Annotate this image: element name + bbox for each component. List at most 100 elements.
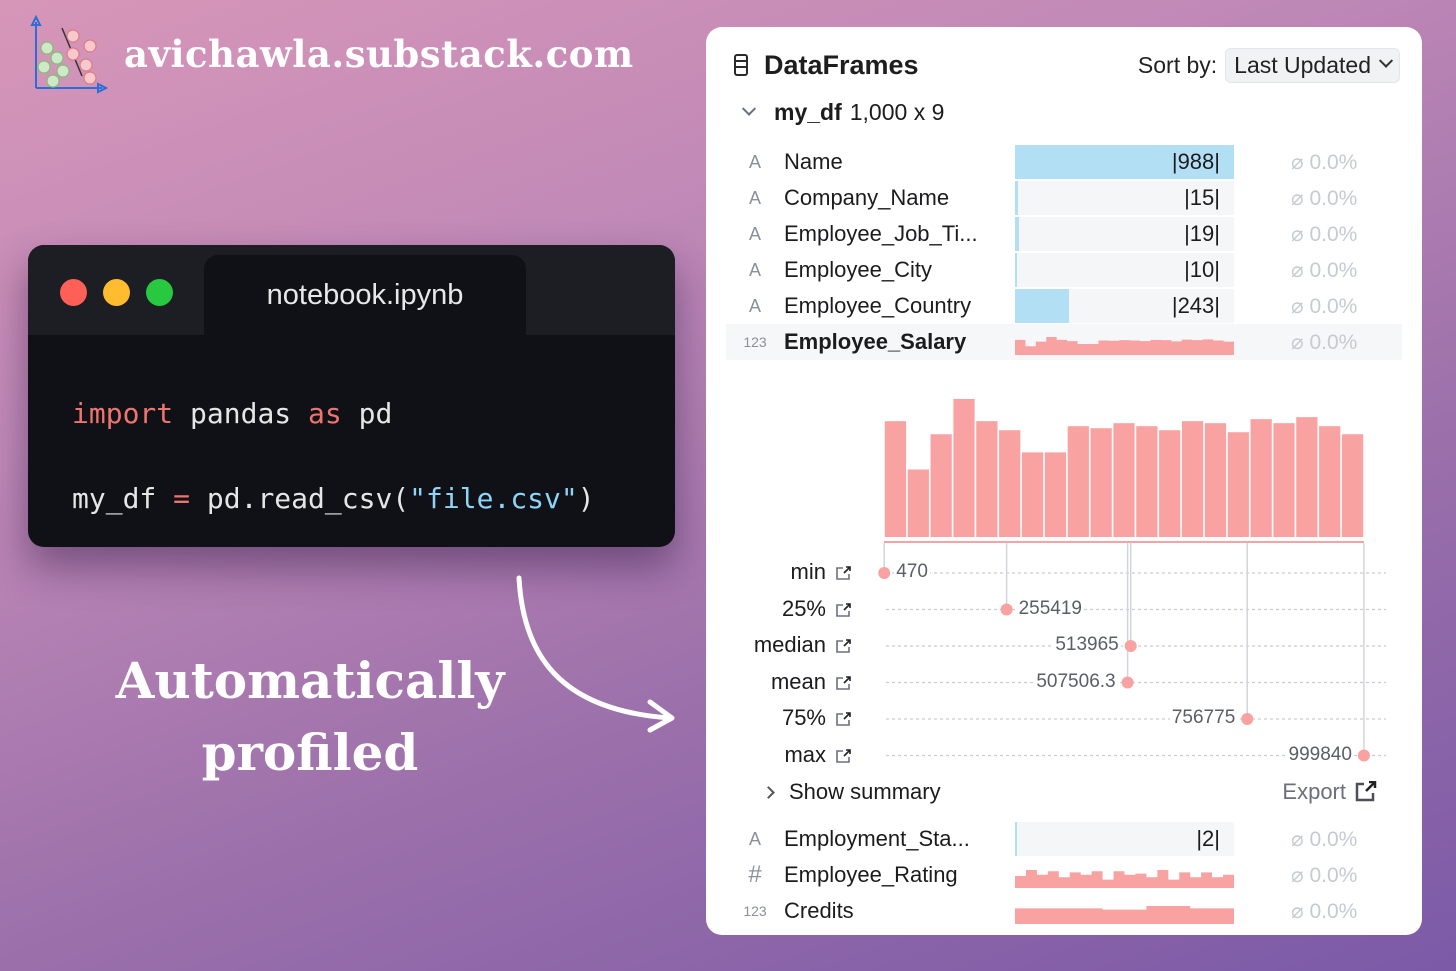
text-type-icon: A <box>748 259 761 280</box>
code-token: as <box>308 397 342 430</box>
code-editor[interactable]: import pandas as pd my_df = pd.read_csv("… <box>28 335 675 547</box>
code-token: ) <box>577 482 595 515</box>
external-link-icon[interactable] <box>836 675 852 690</box>
text-type-icon: A <box>748 187 761 208</box>
histogram-axis <box>884 541 1364 543</box>
brand: avichawla.substack.com <box>30 14 634 94</box>
maximize-button[interactable] <box>146 279 173 306</box>
sort-select[interactable]: Last Updated <box>1225 47 1400 83</box>
histogram-bar <box>884 421 907 537</box>
column-distinct-bar: |243| <box>1015 289 1234 323</box>
distinct-count: |988| <box>1171 149 1220 174</box>
column-row[interactable]: A Employee_Job_Ti... |19| ⌀ 0.0% <box>726 216 1402 252</box>
minimize-button[interactable] <box>103 279 130 306</box>
column-histogram <box>1015 325 1234 359</box>
column-histogram <box>1015 858 1234 892</box>
external-link-icon[interactable] <box>836 748 852 763</box>
tab-notebook[interactable]: notebook.ipynb <box>204 255 526 335</box>
code-token: my_df <box>72 482 174 515</box>
column-row[interactable]: A Name |988| ⌀ 0.0% <box>726 144 1402 180</box>
external-link-icon[interactable] <box>836 639 852 653</box>
histogram-bar <box>999 430 1021 537</box>
stat-label-max: max <box>784 741 826 767</box>
histogram-bar <box>1296 417 1318 537</box>
salary-histogram <box>884 399 1364 537</box>
text-type-icon: A <box>748 223 761 244</box>
distinct-count: |10| <box>1184 257 1220 282</box>
stat-value: 999840 <box>1286 743 1354 766</box>
chevron-down-icon <box>1378 53 1394 68</box>
text-type-icon: A <box>748 151 761 172</box>
column-row[interactable]: 123 Employee_Salary ⌀ 0.0% <box>726 324 1402 360</box>
stat-label-median: median <box>753 632 826 657</box>
hash-type-icon: # <box>748 861 762 888</box>
chevron-right-icon <box>762 785 775 799</box>
dataframe-row-my-df[interactable]: my_df 1,000 x 9 <box>741 99 945 126</box>
histogram-bar <box>1044 452 1067 537</box>
column-row[interactable]: A Employment_Sta... |2| ⌀ 0.0% <box>726 821 1402 857</box>
column-name: Company_Name <box>784 185 950 210</box>
histogram-bar <box>976 421 998 537</box>
distinct-count: |243| <box>1171 293 1220 318</box>
stat-value: 470 <box>894 561 930 583</box>
code-line: import pandas as pd <box>72 371 631 456</box>
stat-value: 513965 <box>1053 634 1121 656</box>
chevron-down-icon[interactable] <box>741 101 757 116</box>
dataframe-icon <box>734 54 748 76</box>
code-window: notebook.ipynb import pandas as pd my_df … <box>28 245 675 547</box>
column-distinct-bar: |19| <box>1015 217 1234 251</box>
column-row[interactable]: A Employee_City |10| ⌀ 0.0% <box>726 252 1402 288</box>
export-button[interactable]: Export <box>1282 779 1378 805</box>
tab-title: notebook.ipynb <box>266 278 464 311</box>
code-line: my_df = pd.read_csv("file.csv") <box>72 456 631 541</box>
numeric-type-icon: 123 <box>743 334 767 350</box>
column-histogram <box>1015 894 1234 928</box>
histogram-bar <box>930 434 952 537</box>
histogram-bar <box>1319 426 1341 537</box>
text-type-icon: A <box>748 828 761 849</box>
column-row[interactable]: A Company_Name |15| ⌀ 0.0% <box>726 180 1402 216</box>
stat-marker <box>1124 640 1137 652</box>
stat-label-min: min <box>790 559 826 584</box>
window-controls <box>60 279 173 306</box>
panel-header: DataFrames Sort by: Last Updated <box>734 45 1400 85</box>
histogram-bar <box>1341 434 1364 537</box>
histogram-bar <box>1021 452 1044 537</box>
column-name: Name <box>784 149 843 174</box>
sort-label: Sort by: <box>1137 51 1218 78</box>
show-summary-toggle[interactable]: Show summary <box>762 779 941 805</box>
histogram-bar <box>1204 423 1227 537</box>
code-token: pd.read_csv( <box>190 482 410 515</box>
column-row[interactable]: # Employee_Rating ⌀ 0.0% <box>726 857 1402 893</box>
close-button[interactable] <box>60 279 87 306</box>
panel-title: DataFrames <box>764 49 919 80</box>
column-row[interactable]: A Employee_Country |243| ⌀ 0.0% <box>726 288 1402 324</box>
null-percent: ⌀ 0.0% <box>1291 899 1358 923</box>
dataframe-shape: 1,000 x 9 <box>849 99 945 125</box>
histogram-bar <box>1090 428 1112 537</box>
stat-marker <box>1241 713 1254 725</box>
column-row[interactable]: 123 Credits ⌀ 0.0% <box>726 893 1402 929</box>
stat-label-25pct: 25% <box>781 595 826 621</box>
histogram-bar <box>1136 426 1158 537</box>
histogram-bar <box>1250 419 1272 537</box>
distinct-fill <box>1015 145 1234 179</box>
sort-control: Sort by: Last Updated <box>1137 47 1400 83</box>
external-link-icon[interactable] <box>836 566 852 580</box>
stat-label-mean: mean <box>770 668 826 694</box>
column-distinct-bar: |10| <box>1015 253 1234 287</box>
code-token: = <box>173 482 191 515</box>
distinct-count: |2| <box>1196 826 1220 851</box>
external-link-icon[interactable] <box>836 602 852 617</box>
curved-arrow-icon <box>516 575 675 733</box>
external-link-icon[interactable] <box>836 712 852 726</box>
window-titlebar: notebook.ipynb <box>28 245 675 335</box>
caption: Automatically profiled <box>100 645 520 789</box>
histogram-bar <box>1159 430 1181 537</box>
code-token: pd <box>341 397 393 430</box>
distinct-fill <box>1015 253 1018 287</box>
null-percent: ⌀ 0.0% <box>1291 258 1358 282</box>
numeric-type-icon: 123 <box>743 903 767 919</box>
show-summary-label: Show summary <box>789 779 941 804</box>
null-percent: ⌀ 0.0% <box>1291 330 1358 354</box>
